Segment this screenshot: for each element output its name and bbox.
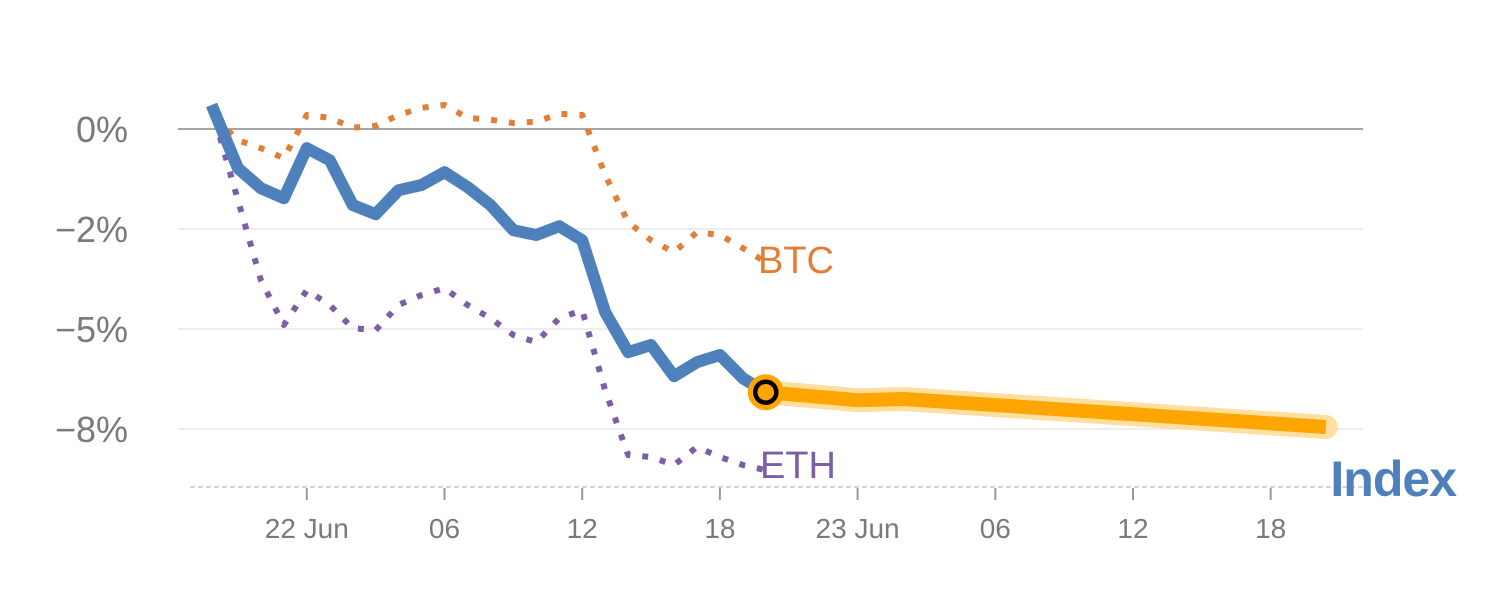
series-lines (206, 102, 1338, 474)
x-axis: 22 Jun 06 12 18 23 Jun 06 12 18 (265, 488, 1286, 544)
x-tick-label: 18 (704, 513, 735, 544)
y-axis: 0% −2% −5% −8% (55, 109, 128, 450)
x-tick-label: 18 (1255, 513, 1286, 544)
gridlines (178, 128, 1365, 488)
current-point-ring (753, 379, 779, 405)
x-tick-label: 22 Jun (265, 513, 349, 544)
legend-label-eth: ETH (760, 445, 836, 487)
y-tick-label: 0% (76, 109, 128, 150)
series-line-projection (765, 385, 1327, 434)
y-tick-label: −2% (55, 209, 128, 250)
series-line-btc (212, 102, 768, 265)
legend-label-btc: BTC (758, 240, 834, 282)
x-tick-label: 06 (429, 513, 460, 544)
x-tick-label: 06 (980, 513, 1011, 544)
x-tick-label: 12 (1117, 513, 1148, 544)
series-line-index (206, 102, 769, 398)
y-tick-label: −5% (55, 309, 128, 350)
legend-label-index: Index (1330, 451, 1457, 507)
y-tick-label: −8% (55, 409, 128, 450)
x-tick-label: 12 (567, 513, 598, 544)
x-tick-label: 23 Jun (816, 513, 900, 544)
